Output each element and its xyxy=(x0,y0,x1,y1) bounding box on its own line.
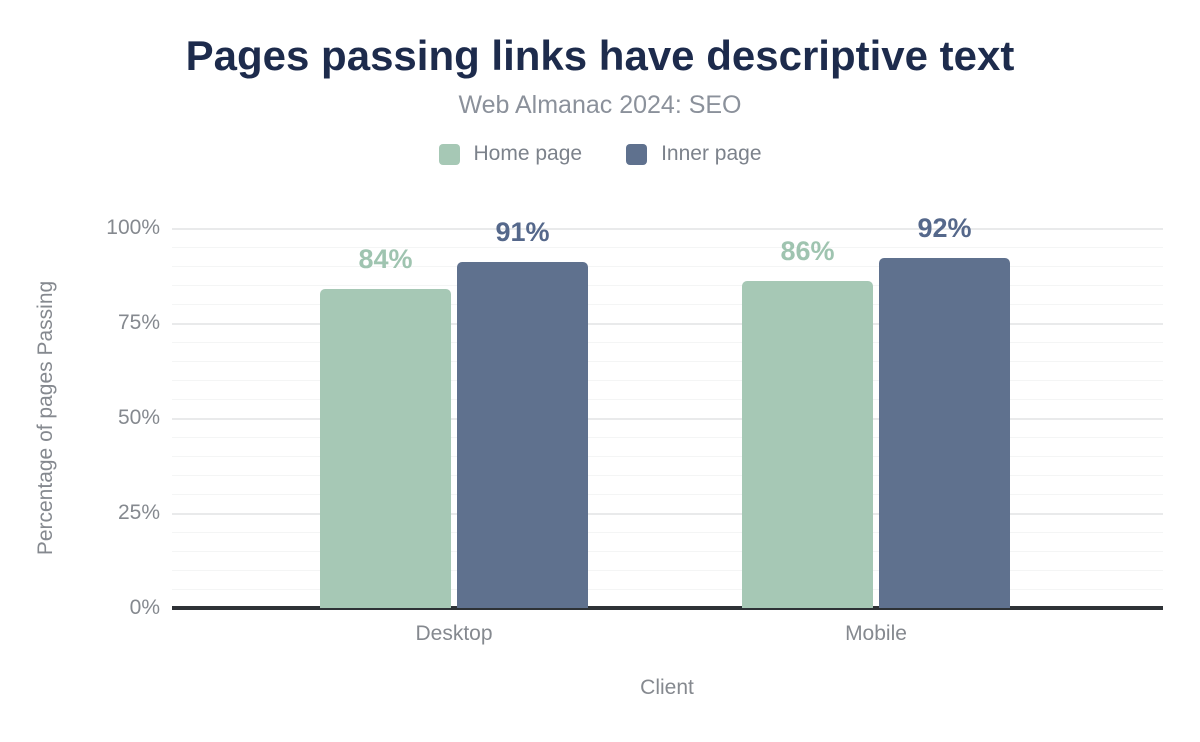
major-gridline xyxy=(172,513,1163,515)
x-axis-line xyxy=(172,606,1163,610)
bar-value-label-mobile-home-page: 86% xyxy=(780,236,835,266)
minor-gridline xyxy=(172,266,1163,267)
y-tick-label: 0% xyxy=(129,596,160,619)
chart-subtitle: Web Almanac 2024: SEO xyxy=(458,91,742,119)
minor-gridline xyxy=(172,589,1163,590)
plot-area: 0% 25% 50% 75% 100% 84% 91% Desktop 86% 92% Mobile xyxy=(106,213,1163,645)
bar-desktop-home-page xyxy=(320,289,451,608)
minor-gridline xyxy=(172,304,1163,305)
legend: Home page Inner page xyxy=(0,142,1200,166)
minor-gridline xyxy=(172,494,1163,495)
x-category-label-desktop: Desktop xyxy=(415,622,493,645)
y-tick-label: 75% xyxy=(117,311,160,334)
bar-mobile-home-page xyxy=(742,281,873,608)
major-gridline xyxy=(172,323,1163,325)
minor-gridline xyxy=(172,399,1163,400)
bar-value-label-mobile-inner-page: 92% xyxy=(917,213,972,243)
legend-swatch-icon xyxy=(438,143,460,165)
minor-gridline xyxy=(172,475,1163,476)
minor-gridline xyxy=(172,456,1163,457)
y-tick-label: 100% xyxy=(106,216,160,239)
minor-gridline xyxy=(172,570,1163,571)
chart-title: Pages passing links have descriptive tex… xyxy=(185,32,1015,79)
legend-swatch-icon xyxy=(626,143,648,165)
minor-gridline xyxy=(172,380,1163,381)
y-tick-label: 25% xyxy=(117,501,160,524)
y-tick-label: 50% xyxy=(117,406,160,429)
minor-gridline xyxy=(172,551,1163,552)
bar-desktop-inner-page xyxy=(457,262,588,608)
y-axis-title: Percentage of pages Passing xyxy=(34,280,57,556)
legend-item-inner-page: Inner page xyxy=(626,142,762,166)
minor-gridline xyxy=(172,532,1163,533)
bar-value-label-desktop-inner-page: 91% xyxy=(495,217,550,247)
x-axis-title: Client xyxy=(640,676,694,699)
minor-gridline xyxy=(172,285,1163,286)
legend-label: Inner page xyxy=(661,142,762,165)
minor-gridline xyxy=(172,342,1163,343)
major-gridline xyxy=(172,228,1163,230)
major-gridline xyxy=(172,418,1163,420)
x-category-label-mobile: Mobile xyxy=(845,622,907,645)
legend-item-home-page: Home page xyxy=(438,142,583,166)
minor-gridline xyxy=(172,437,1163,438)
legend-label: Home page xyxy=(473,142,583,165)
minor-gridline xyxy=(172,247,1163,248)
bar-mobile-inner-page xyxy=(879,258,1010,608)
bar-value-label-desktop-home-page: 84% xyxy=(358,244,413,274)
minor-gridline xyxy=(172,361,1163,362)
